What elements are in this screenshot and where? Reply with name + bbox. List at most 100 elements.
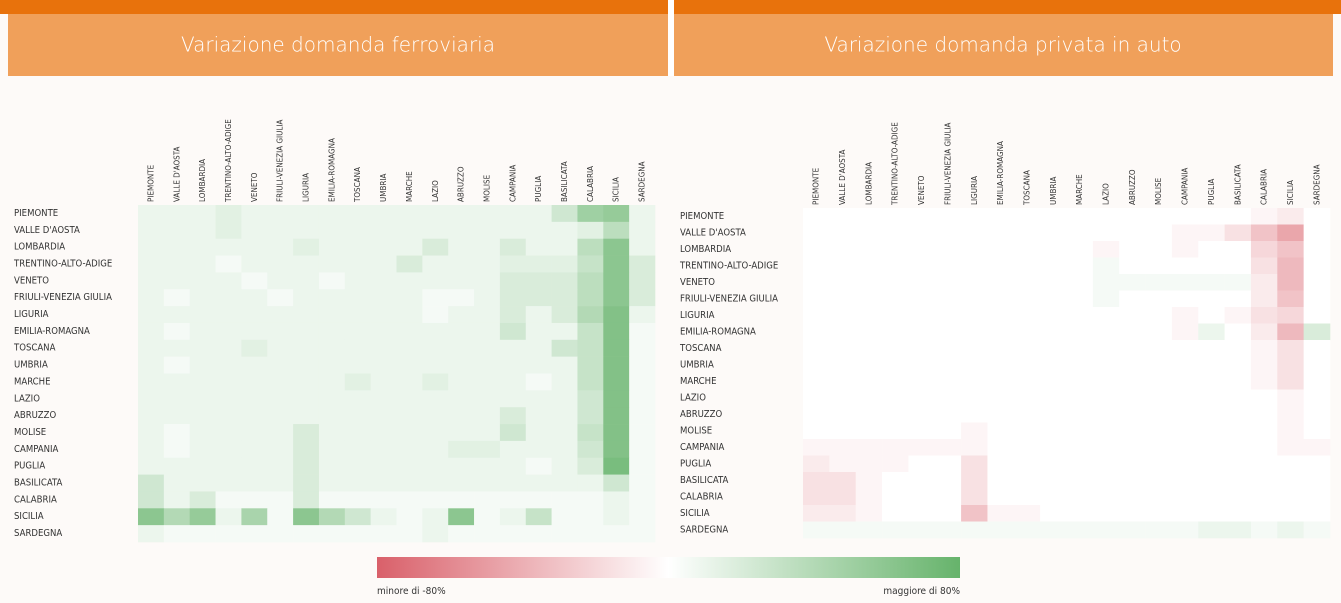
heat-cell [855,439,883,456]
heat-cell [603,474,630,492]
column-label: LAZIO [431,180,440,202]
heat-cell [829,389,856,407]
heat-cell [803,340,830,357]
heat-cell [1013,241,1041,258]
heat-cell [318,322,346,341]
heat-cell [961,389,988,407]
heat-cell [318,205,346,223]
heat-cell [961,488,988,506]
heat-cell [551,424,578,442]
heat-cell [855,521,883,539]
heat-cell [525,322,552,341]
heat-cell [1250,356,1278,374]
heat-cell [448,440,475,459]
heat-cell [1066,472,1094,489]
heat-cell [370,424,397,442]
heat-cell [138,289,165,307]
heat-cell [138,221,165,239]
heat-cell [525,356,552,374]
heat-cell [629,221,656,239]
heat-cell [318,508,346,526]
heat-cell [882,472,909,489]
heat-cell [1277,472,1304,489]
heat-cell [344,457,371,475]
heat-cell [577,339,604,357]
heat-cell [318,474,346,492]
heat-cell [629,339,656,357]
row-label: EMILIA-ROMAGNA [14,326,90,337]
heat-cell [1277,257,1304,275]
heat-cell [163,373,190,391]
heat-cell [318,289,346,307]
heat-cell [138,339,165,357]
heat-cell [293,440,320,459]
heat-cell [1277,488,1304,506]
heat-cell [882,521,909,539]
heat-cell [1198,406,1225,423]
heat-cell [525,272,552,290]
heat-cell [603,491,630,509]
heat-cell [370,390,397,408]
heat-cell [1224,241,1252,258]
heat-cell [603,339,630,357]
heat-cell [1224,307,1252,324]
heat-cell [855,406,883,423]
heat-cell [474,205,501,223]
heat-cell [422,424,449,442]
heat-cell [1013,274,1041,291]
heat-cell [422,474,449,492]
heat-cell [1119,488,1146,506]
heat-cell [499,474,527,492]
heat-cell [422,508,449,526]
row-label: SICILIA [680,508,710,519]
heat-cell [318,356,346,374]
heat-cell [1250,505,1278,522]
heat-cell [344,390,371,408]
heat-cell [603,322,630,341]
heat-cell [855,307,883,324]
heat-cell [1145,422,1173,440]
heat-cell [189,457,216,475]
heat-cell [396,238,423,256]
heat-cell [525,508,552,526]
row-label: LIGURIA [14,309,49,320]
heat-cell [241,525,268,543]
heat-cell [448,356,475,374]
heat-cell [241,339,268,357]
heat-cell [882,224,909,242]
heat-cell [1066,439,1094,456]
heat-cell [396,457,423,475]
heat-cell [551,491,578,509]
heat-cell [1092,422,1120,440]
heat-cell [1303,290,1331,308]
heat-cell [474,272,501,290]
heat-cell [855,208,883,225]
heat-cell [1066,389,1094,407]
heat-cell [882,505,909,522]
heat-cell [1303,488,1331,506]
heat-cell [1119,521,1146,539]
heat-cell [961,406,988,423]
heat-cell [1224,389,1252,407]
heat-cell [1250,455,1278,473]
heat-cell [1119,389,1146,407]
heat-cell [241,508,268,526]
column-label: VALLE D'AOSTA [838,150,847,205]
heat-cell [1171,373,1199,390]
heat-cell [241,474,268,492]
heat-cell [629,255,656,273]
heat-cell [318,306,346,324]
heat-cell [577,457,604,475]
heat-cell [1119,356,1146,374]
heat-cell [1145,389,1173,407]
heat-cell [1224,356,1252,374]
row-label: MOLISE [680,425,712,436]
heat-cell [934,389,962,407]
heat-cell [629,289,656,307]
heat-cell [293,424,320,442]
heat-cell [293,221,320,239]
heat-cell [1171,505,1199,522]
heat-cell [422,390,449,408]
heat-cell [396,440,423,459]
heat-cell [829,274,856,291]
